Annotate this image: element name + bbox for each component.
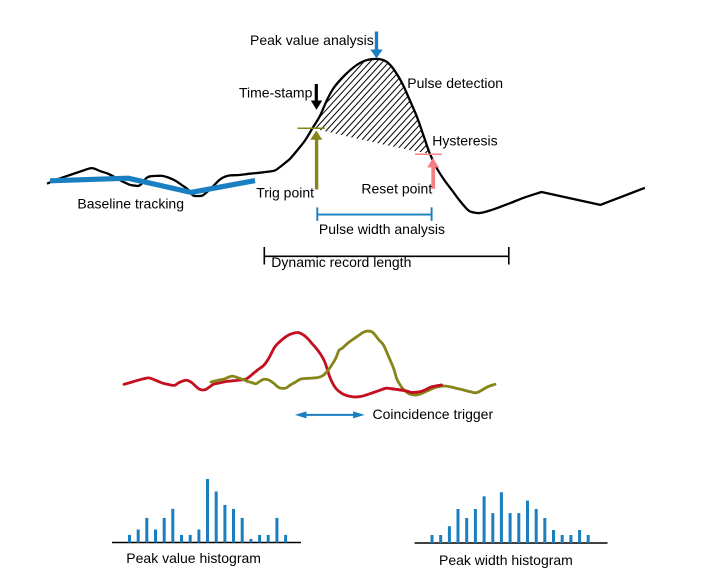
- svg-text:Reset point: Reset point: [361, 181, 432, 197]
- svg-text:Hysteresis: Hysteresis: [432, 132, 497, 148]
- svg-text:Dynamic record length: Dynamic record length: [271, 254, 411, 270]
- svg-text:Peak value analysis: Peak value analysis: [250, 32, 374, 48]
- svg-text:Baseline tracking: Baseline tracking: [77, 196, 184, 212]
- svg-text:Pulse detection: Pulse detection: [407, 75, 503, 91]
- svg-text:Peak width histogram: Peak width histogram: [439, 552, 573, 568]
- svg-text:Peak value histogram: Peak value histogram: [126, 550, 261, 566]
- svg-text:Trig point: Trig point: [256, 184, 314, 200]
- svg-text:Time-stamp: Time-stamp: [239, 84, 313, 100]
- svg-text:Coincidence trigger: Coincidence trigger: [373, 406, 494, 422]
- svg-text:Pulse width analysis: Pulse width analysis: [319, 221, 445, 237]
